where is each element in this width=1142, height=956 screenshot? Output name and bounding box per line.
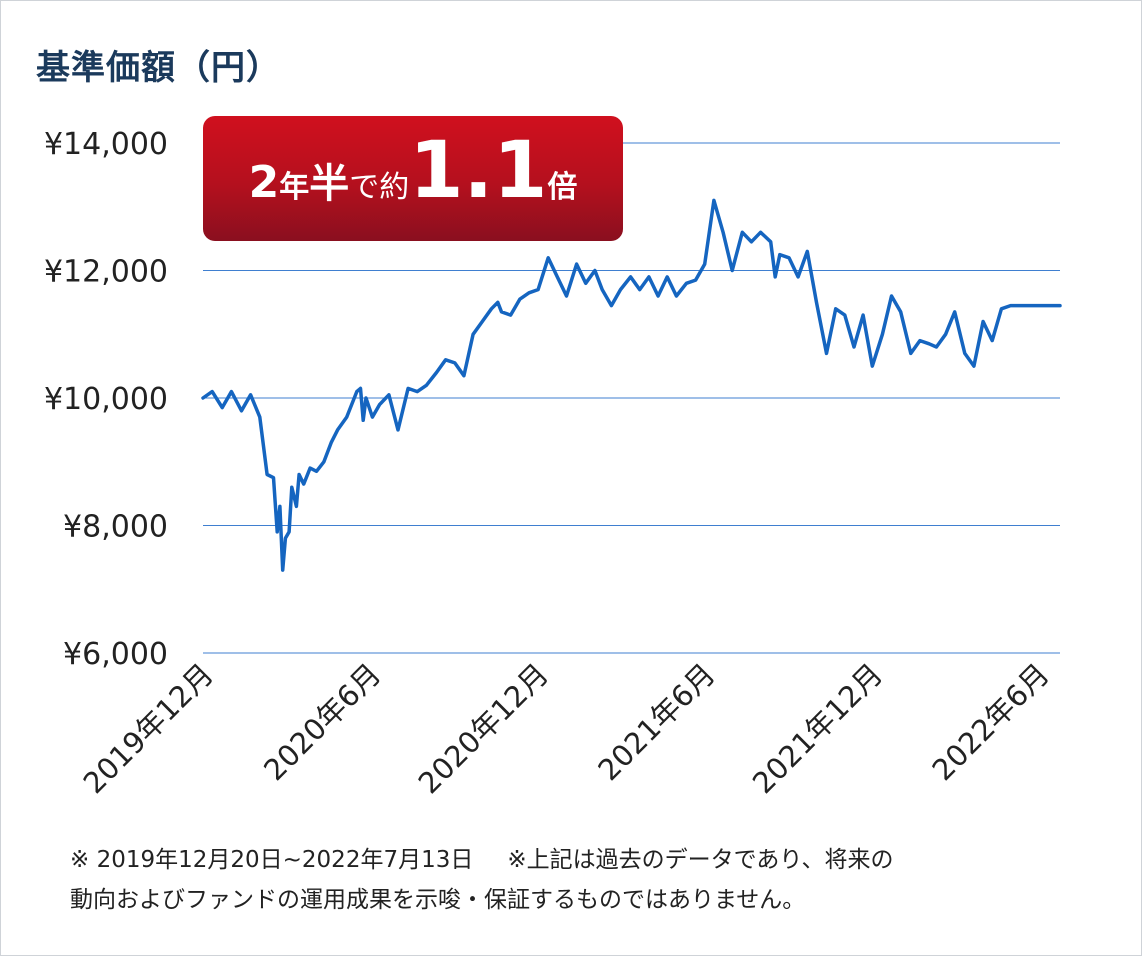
x-tick-label: 2021年12月 xyxy=(746,657,889,800)
x-tick-label: 2021年6月 xyxy=(591,657,721,787)
y-tick-label: ¥12,000 xyxy=(44,255,168,290)
badge-years-number: 2 xyxy=(248,157,280,208)
footnote: ※ 2019年12月20日~2022年7月13日 ※上記は過去のデータであり、将来… xyxy=(70,840,1130,920)
footnote-disclaimer-1: ※上記は過去のデータであり、将来の xyxy=(507,847,894,873)
y-tick-label: ¥10,000 xyxy=(44,382,168,417)
x-tick-label: 2022年6月 xyxy=(926,657,1056,787)
y-tick-label: ¥14,000 xyxy=(44,127,168,162)
x-tick-label: 2020年12月 xyxy=(412,657,555,800)
x-axis-tick-labels: 2019年12月 2020年6月 2020年12月 2021年6月 2021年12月 20… xyxy=(77,657,1056,800)
badge-approx-text: で約 xyxy=(349,170,410,205)
y-axis-tick-labels: ¥14,000 ¥12,000 ¥10,000 ¥8,000 ¥6,000 xyxy=(44,127,168,672)
footnote-line-2: 動向およびファンドの運用成果を示唆・保証するものではありません。 xyxy=(70,887,806,913)
footnote-period: ※ 2019年12月20日~2022年7月13日 xyxy=(70,847,474,873)
growth-badge: 2 年 半 で約 1.1 倍 xyxy=(203,116,623,241)
footnote-line-1: ※ 2019年12月20日~2022年7月13日 ※上記は過去のデータであり、将来… xyxy=(70,840,1130,880)
x-tick-label: 2019年12月 xyxy=(77,657,220,800)
grid-lines xyxy=(203,142,1060,654)
badge-half-kanji: 半 xyxy=(309,161,350,207)
page-title: 基準価額（円） xyxy=(36,48,281,88)
x-tick-label: 2020年6月 xyxy=(257,657,387,787)
badge-multiplier: 1.1 xyxy=(409,126,548,216)
price-line xyxy=(201,198,1062,572)
badge-times-kanji: 倍 xyxy=(547,170,578,205)
badge-year-kanji: 年 xyxy=(279,170,310,205)
y-tick-label: ¥6,000 xyxy=(63,637,168,672)
y-tick-label: ¥8,000 xyxy=(63,510,168,545)
